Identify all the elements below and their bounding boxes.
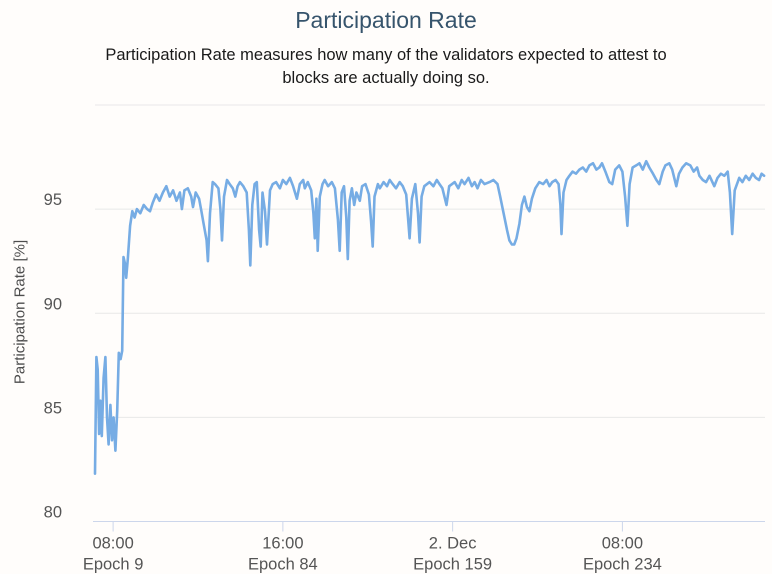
chart-subtitle-line-2: blocks are actually doing so. bbox=[282, 69, 490, 87]
x-tick-epoch-label: Epoch 159 bbox=[413, 556, 492, 574]
x-tick-time-label: 08:00 bbox=[92, 535, 133, 553]
y-tick-label: 95 bbox=[44, 191, 62, 209]
x-tick-time-label: 2. Dec bbox=[429, 535, 477, 553]
x-tick-epoch-label: Epoch 234 bbox=[583, 556, 662, 574]
x-tick-epoch-label: Epoch 84 bbox=[248, 556, 318, 574]
x-tick-time-label: 16:00 bbox=[262, 535, 303, 553]
chart-subtitle: Participation Rate measures how many of … bbox=[36, 44, 736, 90]
series-line[interactable] bbox=[93, 159, 766, 475]
y-tick-label: 90 bbox=[44, 295, 62, 313]
x-tick-time-label: 08:00 bbox=[602, 535, 643, 553]
chart-subtitle-line-1: Participation Rate measures how many of … bbox=[105, 46, 667, 64]
y-tick-label: 80 bbox=[44, 504, 62, 522]
x-tick-epoch-label: Epoch 9 bbox=[83, 556, 144, 574]
y-tick-label: 85 bbox=[44, 399, 62, 417]
chart-title: Participation Rate bbox=[295, 7, 477, 33]
